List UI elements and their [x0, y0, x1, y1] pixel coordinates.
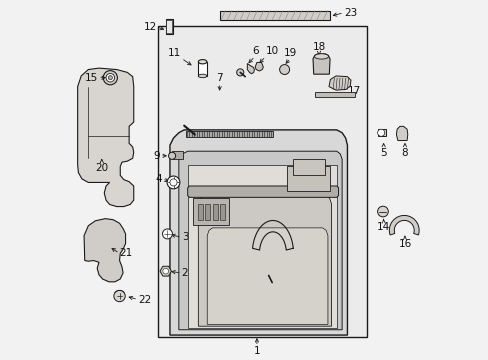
Text: 10: 10 [265, 46, 278, 57]
Bar [197, 204, 202, 220]
Text: 14: 14 [376, 222, 389, 232]
Text: 7: 7 [216, 73, 223, 83]
Bar [213, 204, 218, 220]
Text: 18: 18 [312, 42, 325, 52]
Text: 19: 19 [284, 48, 297, 58]
Polygon shape [328, 76, 350, 90]
Bar [205, 204, 210, 220]
Circle shape [163, 268, 168, 274]
Bar [286, 166, 329, 191]
Polygon shape [84, 219, 125, 282]
Ellipse shape [198, 74, 206, 78]
Polygon shape [396, 126, 407, 140]
Text: 17: 17 [347, 86, 360, 96]
Polygon shape [179, 151, 342, 330]
Text: 3: 3 [182, 233, 188, 242]
Circle shape [167, 176, 180, 189]
Bar [377, 129, 385, 136]
Polygon shape [207, 228, 327, 324]
Bar [193, 198, 228, 225]
Text: 16: 16 [398, 239, 411, 249]
Bar [293, 159, 325, 175]
Text: 6: 6 [251, 46, 258, 57]
Circle shape [170, 179, 177, 186]
Polygon shape [187, 165, 336, 328]
Polygon shape [388, 216, 418, 235]
Text: 23: 23 [343, 8, 356, 18]
Circle shape [377, 129, 384, 136]
Circle shape [103, 71, 117, 85]
Circle shape [168, 152, 175, 159]
Bar [281, 66, 287, 73]
Text: 20: 20 [95, 163, 108, 173]
Circle shape [377, 206, 387, 217]
Circle shape [279, 64, 289, 75]
Polygon shape [78, 68, 134, 207]
Text: 22: 22 [138, 294, 151, 305]
Text: 4: 4 [155, 174, 162, 184]
Circle shape [106, 73, 114, 82]
Polygon shape [160, 266, 171, 276]
Text: 21: 21 [119, 248, 133, 258]
Text: 5: 5 [380, 148, 386, 158]
Circle shape [162, 229, 172, 239]
Polygon shape [170, 130, 347, 335]
Bar [165, 19, 172, 34]
Bar [166, 20, 172, 33]
Bar [157, 26, 366, 337]
Text: 9: 9 [153, 151, 160, 161]
Text: 12: 12 [143, 22, 157, 32]
Ellipse shape [314, 54, 328, 59]
Bar [219, 10, 329, 20]
Polygon shape [247, 63, 254, 74]
Text: 8: 8 [401, 148, 407, 158]
Bar [172, 151, 183, 159]
Circle shape [114, 291, 125, 302]
Text: 11: 11 [168, 48, 181, 58]
Ellipse shape [198, 60, 206, 64]
Polygon shape [255, 62, 263, 71]
Text: 2: 2 [182, 268, 188, 278]
Text: 15: 15 [85, 73, 98, 83]
Circle shape [236, 69, 244, 76]
Bar [198, 62, 206, 76]
Bar [185, 131, 272, 137]
Polygon shape [312, 54, 329, 74]
Bar [220, 204, 225, 220]
Bar [315, 91, 354, 97]
Polygon shape [198, 195, 331, 326]
Text: 1: 1 [253, 346, 260, 356]
Text: 13: 13 [270, 294, 283, 304]
Circle shape [108, 76, 112, 80]
Polygon shape [187, 186, 338, 197]
